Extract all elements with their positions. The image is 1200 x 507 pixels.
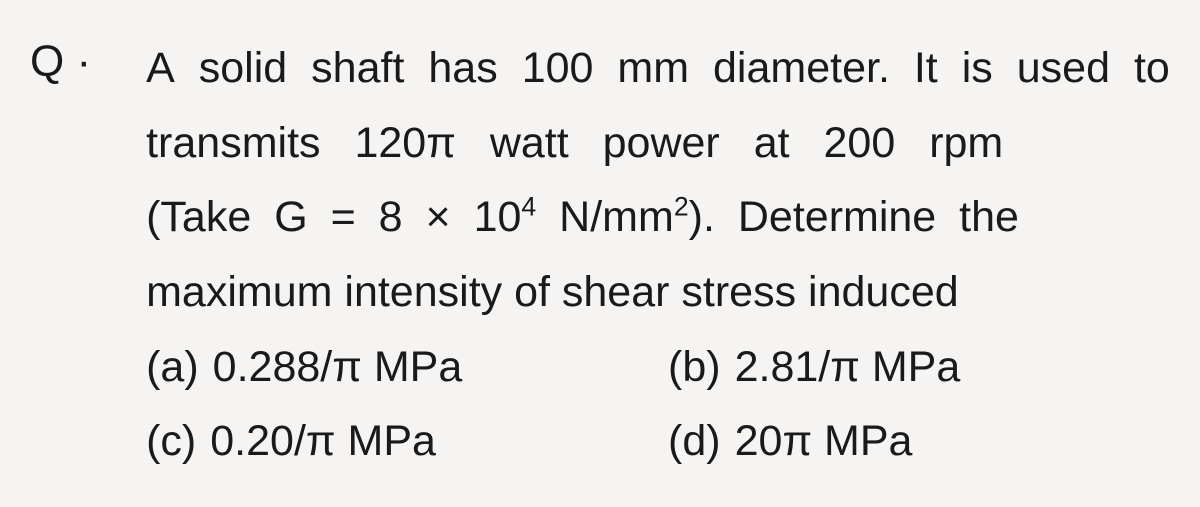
question-line-3: (Take G = 8 × 104 N/mm2). Determine the <box>146 184 1170 251</box>
options-grid: (a) 0.288/π MPa (b) 2.81/π MPa (c) 0.20/π M… <box>146 334 1170 475</box>
option-a-text: 0.288/π MPa <box>213 343 463 391</box>
line3-sup1: 4 <box>521 192 536 222</box>
option-a: (a) 0.288/π MPa <box>146 334 648 401</box>
question-label: Q · <box>30 35 91 87</box>
line3-pre: (Take G = 8 × 10 <box>146 193 521 241</box>
question-line-4: maximum intensity of shear stress induce… <box>146 259 1170 326</box>
question-content: Asolidshafthas100mmdiameter.Itisusedto t… <box>146 35 1170 475</box>
line3-sup2: 2 <box>674 192 689 222</box>
option-a-label: (a) <box>146 343 199 391</box>
question-text: Asolidshafthas100mmdiameter.Itisusedto t… <box>146 35 1170 326</box>
option-c-label: (c) <box>146 417 196 465</box>
question-container: Q · Asolidshafthas100mmdiameter.Itisused… <box>30 35 1170 475</box>
option-d-label: (d) <box>668 417 721 465</box>
option-b-text: 2.81/π MPa <box>735 343 961 391</box>
option-b-label: (b) <box>668 343 721 391</box>
question-line-1: Asolidshafthas100mmdiameter.Itisusedto <box>146 35 1170 102</box>
option-b: (b) 2.81/π MPa <box>668 334 1170 401</box>
question-line-2: transmits 120π watt power at 200 rpm <box>146 110 1170 177</box>
option-c-text: 0.20/π MPa <box>210 417 436 465</box>
line3-post: ). Determine the <box>689 193 1019 241</box>
option-d-text: 20π MPa <box>735 417 913 465</box>
line3-mid: N/mm <box>536 193 674 241</box>
option-d: (d) 20π MPa <box>668 408 1170 475</box>
option-c: (c) 0.20/π MPa <box>146 408 648 475</box>
